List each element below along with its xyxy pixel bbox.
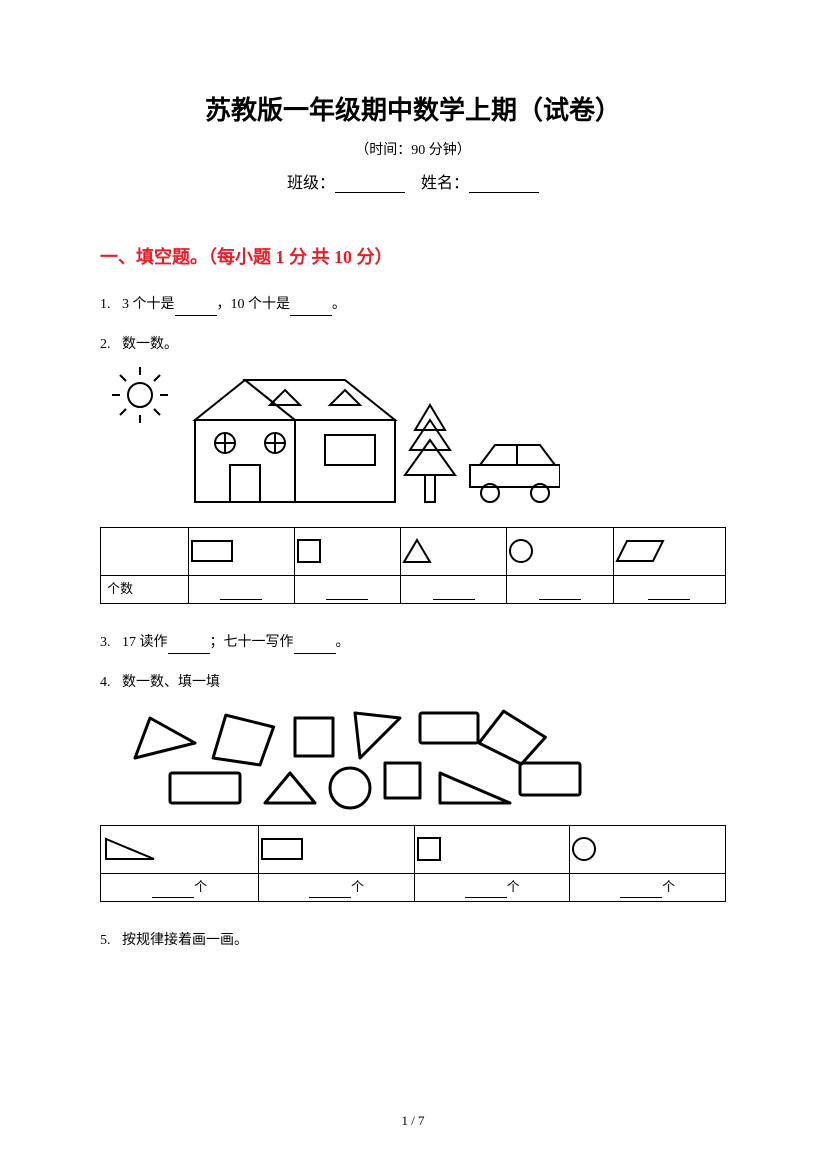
q1-blank1 [175,302,217,316]
question-5: 5. 按规律接着画一画。 [100,930,726,952]
class-label: 班级： [287,175,335,192]
q1-blank2 [290,302,332,316]
q2-table: 个数 [100,527,726,604]
question-1: 1. 3 个十是 ，10 个十是 。 [100,294,726,316]
q2-a5 [648,586,690,600]
exam-subtitle: （时间：90 分钟） [100,139,726,159]
q2-diagram [100,365,726,515]
info-line: 班级： 姓名： [100,169,726,193]
q2-text: 数一数。 [122,337,178,352]
q4-text: 数一数、填一填 [122,675,220,690]
scene-house-tree-car [100,365,560,515]
q2-num: 2. [100,337,111,352]
q1-num: 1. [100,297,111,312]
name-blank [469,177,539,193]
square-icon [296,538,322,564]
q4-a1 [152,884,194,898]
exam-title: 苏教版一年级期中数学上期（试卷） [100,90,726,127]
q5-num: 5. [100,933,111,948]
rectangle-icon [190,539,234,563]
circle-icon [508,538,534,564]
q2-a1 [220,586,262,600]
shapes-scatter [100,703,620,813]
page-footer: 1 / 7 [0,1113,826,1129]
q3-t2: ；七十一写作 [210,635,294,650]
q4-num: 4. [100,675,111,690]
q4-a2 [309,884,351,898]
q3-blank2 [294,640,336,654]
circle-icon [571,836,597,862]
rectangle-icon [260,837,304,861]
question-3: 3. 17 读作 ；七十一写作 。 [100,632,726,654]
q2-a2 [326,586,368,600]
class-blank [335,177,405,193]
page: 苏教版一年级期中数学上期（试卷） （时间：90 分钟） 班级： 姓名： 一、填空… [0,0,826,1169]
q1-t3: 。 [332,297,346,312]
q3-blank1 [168,640,210,654]
q3-num: 3. [100,635,111,650]
name-label: 姓名： [421,175,469,192]
q3-t1: 17 读作 [122,635,168,650]
q5-text: 按规律接着画一画。 [122,933,248,948]
q4-table: 个 个 个 个 [100,825,726,902]
parallelogram-icon [615,539,665,563]
q1-t1: 3 个十是 [122,297,175,312]
q1-t2: ，10 个十是 [217,297,291,312]
q4-a3 [465,884,507,898]
square-icon [416,836,442,862]
question-2: 2. 数一数。 [100,334,726,603]
section-1-header: 一、填空题。（每小题 1 分 共 10 分） [100,243,726,269]
triangle-icon [402,538,432,564]
q4-a4 [620,884,662,898]
q2-row-label: 个数 [107,581,133,596]
q3-t3: 。 [336,635,350,650]
right-triangle-icon [102,835,158,863]
question-4: 4. 数一数、填一填 [100,672,726,901]
q2-a3 [433,586,475,600]
q4-diagram [100,703,726,813]
q2-a4 [539,586,581,600]
